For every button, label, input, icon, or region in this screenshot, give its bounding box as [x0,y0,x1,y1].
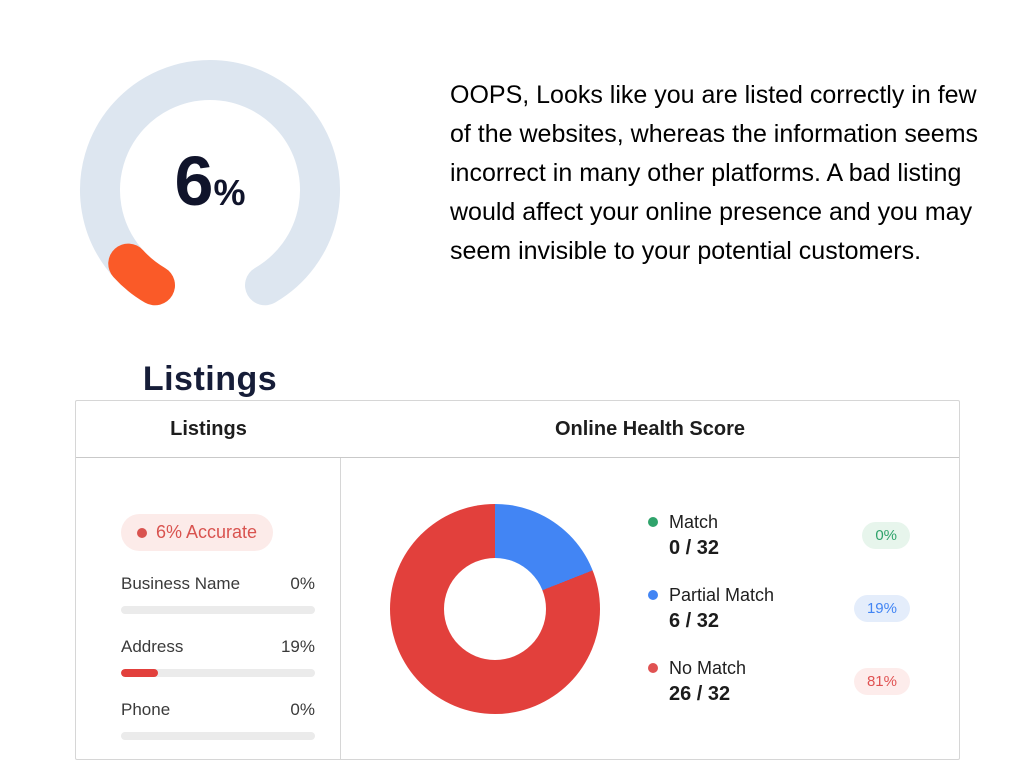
legend-count: 26 / 32 [669,682,731,705]
match-dot-icon [648,517,658,527]
accuracy-badge-label: 6% Accurate [156,522,258,542]
metric-value: 0% [290,700,315,719]
legend-count: 0 / 32 [669,536,720,559]
metric-bar-fill [121,669,158,677]
accuracy-dot-icon [137,527,147,538]
metric-phone: Phone 0% [121,700,315,740]
partial-match-dot-icon [648,590,658,600]
listings-health-card: Listings Online Health Score 6% Accurate… [75,400,960,760]
gauge-track-arc [80,60,340,306]
legend-label: No Match [669,657,747,678]
metric-bar [121,732,315,740]
card-header: Listings Online Health Score [76,401,959,458]
metric-value: 19% [280,637,315,656]
gauge-value: 6 % [175,141,246,221]
metric-bar [121,606,315,614]
health-donut-chart [390,503,600,714]
no-match-dot-icon [648,663,658,673]
metric-label: Phone [121,700,171,719]
gauge-svg [80,60,340,306]
gauge-value-number: 6 [174,142,214,220]
legend-row-match: Match 0 / 32 0% [648,512,910,560]
health-score-panel: Match 0 / 32 0% Partial Match 6 / 32 [341,458,959,759]
legend-label: Match [669,511,719,532]
metric-value: 0% [290,574,315,593]
legend-label: Partial Match [669,584,775,605]
metric-label: Address [121,637,184,656]
metric-business-name: Business Name 0% [121,574,315,614]
listings-accuracy-panel: 6% Accurate Business Name 0% Address 19%… [76,458,341,759]
donut-hole [444,557,546,660]
legend-badge: 81% [853,668,910,695]
summary-text: OOPS, Looks like you are listed correctl… [450,81,979,265]
gauge-ring: 6 % [60,40,360,340]
metric-label: Business Name [121,574,241,593]
listings-column-header: Listings [170,417,247,440]
accuracy-badge: 6% Accurate [121,514,274,551]
donut-legend: Match 0 / 32 0% Partial Match 6 / 32 [648,512,910,706]
card-body: 6% Accurate Business Name 0% Address 19%… [76,458,959,759]
online-health-score-header: Online Health Score [554,417,746,440]
legend-badge: 0% [862,522,910,549]
metric-address: Address 19% [121,637,315,677]
gauge-value-arc [108,243,175,306]
legend-badge: 19% [853,595,910,622]
gauge-value-unit: % [213,172,246,213]
legend-count: 6 / 32 [669,609,720,632]
gauge-title: Listings [142,360,278,398]
listings-score-gauge: 6 % Listings [55,40,365,399]
metric-bar [121,669,315,677]
legend-row-partial-match: Partial Match 6 / 32 19% [648,585,910,633]
legend-row-no-match: No Match 26 / 32 81% [648,658,910,706]
